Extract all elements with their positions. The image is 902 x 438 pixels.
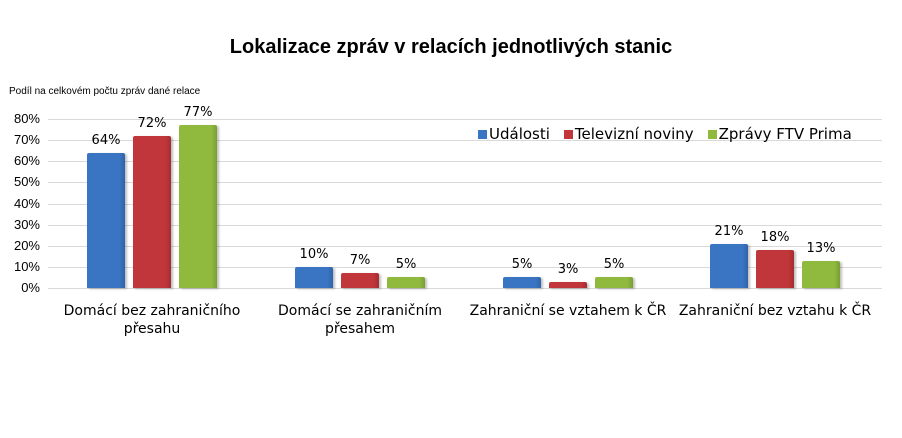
legend-swatch-icon: [707, 129, 717, 139]
bar: [549, 281, 587, 288]
legend-item: Televizní noviny: [563, 125, 694, 143]
gridline: [48, 288, 882, 289]
gridline: [48, 203, 882, 205]
data-label: 13%: [806, 240, 836, 256]
category-label: Zahraniční bez vztahu k ČR: [678, 303, 872, 319]
legend-swatch-icon: [478, 129, 487, 139]
gridline: [48, 245, 882, 247]
y-tick-label: 80%: [13, 111, 40, 126]
gridline: [48, 119, 882, 120]
bar: [87, 152, 125, 288]
gridline: [48, 161, 882, 163]
y-tick-label: 50%: [13, 174, 40, 190]
legend-swatch-icon: [563, 129, 573, 139]
y-tick-label: 20%: [13, 237, 40, 253]
legend-item: Zprávy FTV Prima: [707, 125, 852, 143]
bar: [802, 260, 840, 288]
bar: [341, 273, 379, 288]
y-tick-label: 10%: [13, 258, 40, 274]
bar: [387, 277, 425, 288]
gridline: [48, 266, 882, 268]
data-label: 3%: [557, 261, 579, 277]
gridline: [48, 140, 882, 142]
legend-label: Zprávy FTV Prima: [718, 125, 852, 143]
gridline: [48, 224, 882, 226]
bar: [756, 249, 794, 288]
y-tick-label: 30%: [13, 216, 40, 232]
data-label: 5%: [603, 257, 625, 273]
bar: [710, 243, 748, 288]
data-label: 10%: [299, 246, 329, 262]
gridline: [48, 182, 882, 184]
category-label: Domácí bez zahraničního přesahu: [63, 303, 241, 337]
data-label: 77%: [183, 105, 213, 121]
category-label: Zahraniční se vztahem k ČR: [469, 303, 667, 319]
data-label: 21%: [714, 223, 744, 239]
legend: Události Televizní noviny Zprávy FTV Prima: [478, 125, 852, 143]
legend-label: Události: [489, 125, 550, 143]
y-tick-label: 0%: [21, 280, 40, 295]
bar: [133, 135, 171, 288]
bar: [595, 277, 633, 288]
y-tick-label: 40%: [13, 195, 40, 211]
y-axis-label: Podíl na celkovém počtu zpráv dané relac…: [9, 86, 201, 97]
legend-label: Televizní noviny: [574, 125, 694, 143]
y-tick-label: 60%: [13, 153, 40, 169]
bar: [179, 125, 217, 288]
category-label: Domácí se zahraničním přesahem: [278, 303, 442, 337]
legend-item: Události: [478, 125, 550, 143]
data-label: 72%: [137, 115, 167, 131]
data-label: 64%: [91, 132, 121, 148]
data-label: 5%: [395, 257, 417, 273]
y-tick-label: 70%: [13, 132, 40, 148]
data-label: 18%: [760, 229, 790, 245]
chart-title: Lokalizace zpráv v relacích jednotlivých…: [229, 36, 673, 58]
bar: [295, 266, 333, 288]
data-label: 5%: [511, 257, 533, 273]
bar: [503, 277, 541, 288]
plot-area: [48, 119, 882, 289]
data-label: 7%: [349, 253, 371, 269]
